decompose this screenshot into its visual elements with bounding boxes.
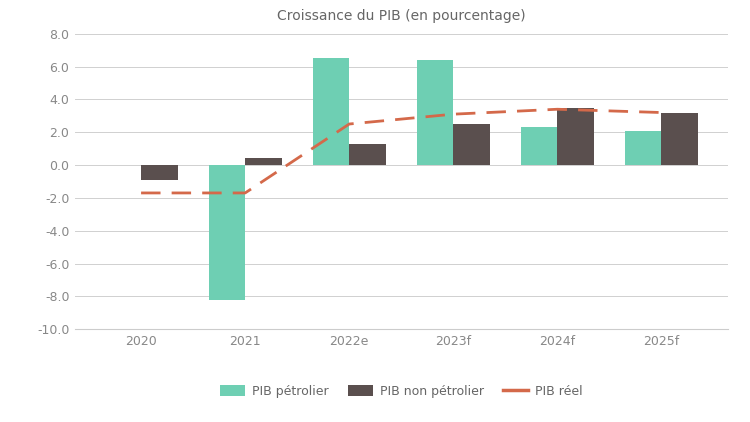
Bar bbox=[141, 165, 178, 180]
Bar bbox=[662, 113, 698, 165]
Bar bbox=[557, 108, 594, 165]
Title: Croissance du PIB (en pourcentage): Croissance du PIB (en pourcentage) bbox=[277, 9, 526, 23]
Bar bbox=[313, 58, 350, 165]
Bar bbox=[453, 124, 490, 165]
Bar bbox=[350, 144, 386, 165]
Bar bbox=[209, 165, 245, 300]
Bar bbox=[625, 130, 662, 165]
Bar bbox=[417, 60, 453, 165]
Bar bbox=[245, 159, 281, 165]
Legend: PIB pétrolier, PIB non pétrolier, PIB réel: PIB pétrolier, PIB non pétrolier, PIB ré… bbox=[214, 380, 588, 403]
Bar bbox=[521, 127, 557, 165]
